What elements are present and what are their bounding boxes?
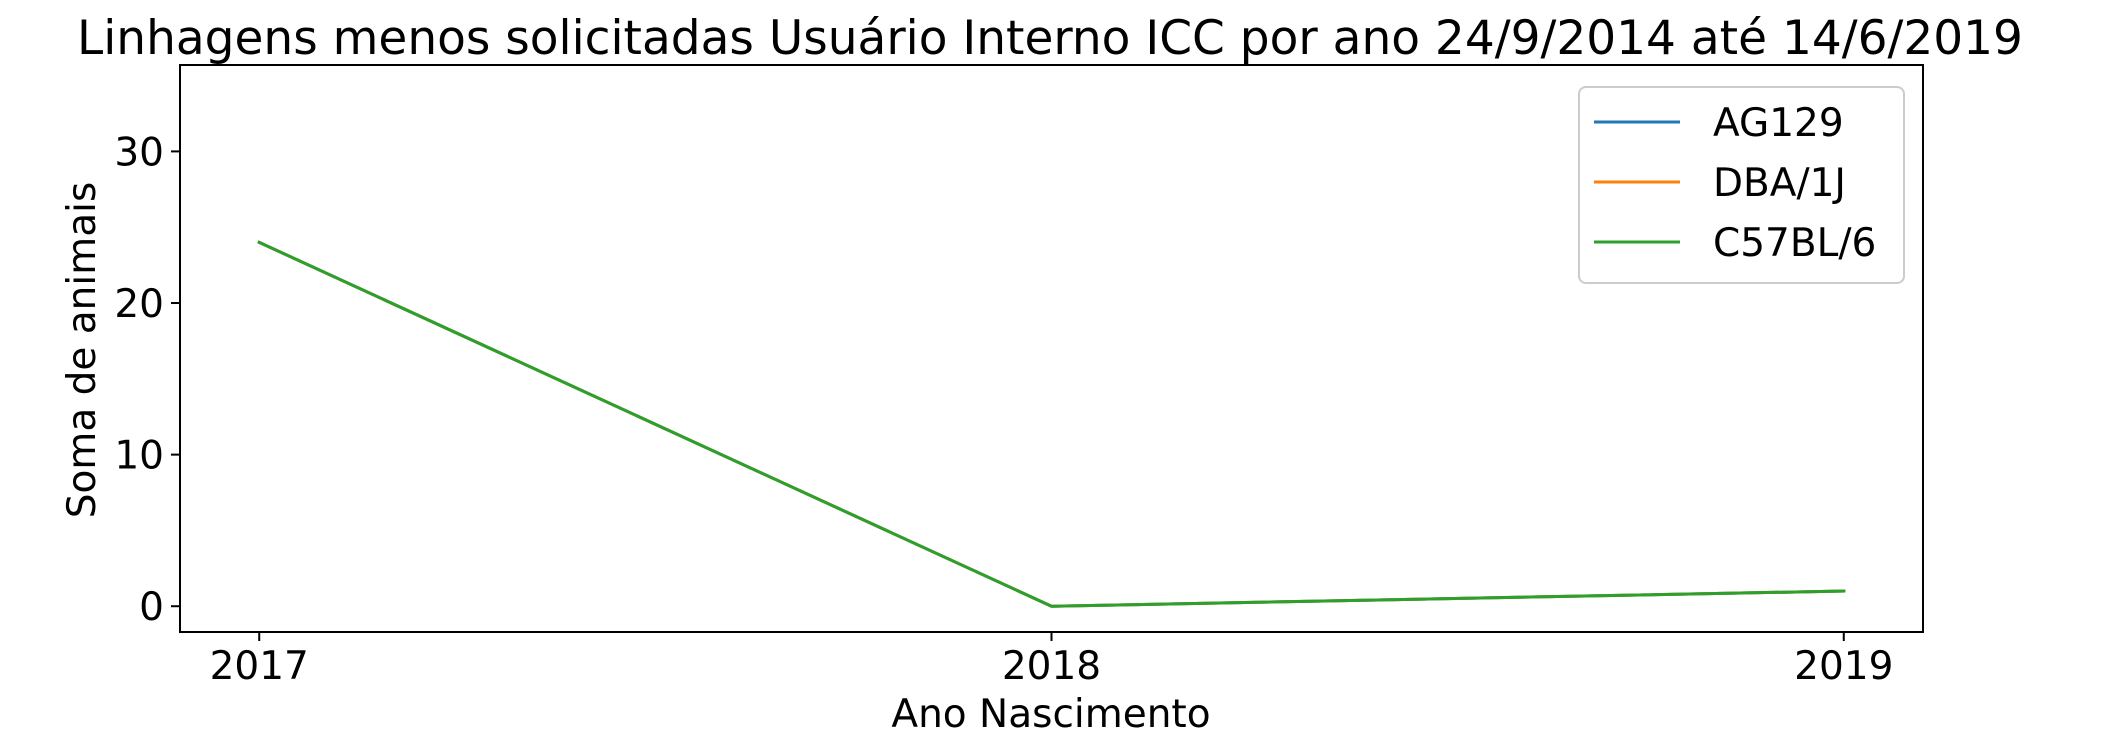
- series-line-c57bl-6: [257, 240, 1846, 608]
- legend-label: DBA/1J: [1713, 161, 1846, 206]
- y-axis-ticks: 0 10 20 30: [114, 130, 180, 630]
- series-line-dba-1j: [257, 240, 1846, 608]
- legend: AG129 DBA/1J C57BL/6: [1578, 86, 1905, 284]
- x-axis-ticks: 2017 2018 2019: [210, 632, 1893, 689]
- y-tick-label: 0: [139, 585, 164, 630]
- x-tick-label: 2017: [210, 644, 309, 689]
- chart-title: Linhagens menos solicitadas Usuário Inte…: [77, 11, 2023, 66]
- series-layer: [257, 240, 1846, 608]
- legend-box: [1578, 86, 1905, 284]
- legend-label: C57BL/6: [1713, 221, 1876, 266]
- y-tick-label: 20: [114, 282, 164, 327]
- x-axis-label: Ano Nascimento: [891, 692, 1210, 737]
- series-line-ag129: [257, 240, 1846, 608]
- legend-label: AG129: [1713, 101, 1844, 146]
- y-tick-label: 30: [114, 130, 164, 175]
- y-tick-label: 10: [114, 434, 164, 479]
- x-tick-label: 2018: [1002, 644, 1101, 689]
- legend-entries: AG129 DBA/1J C57BL/6: [1594, 101, 1876, 266]
- y-axis-label: Soma de animais: [60, 182, 105, 519]
- x-tick-label: 2019: [1794, 644, 1893, 689]
